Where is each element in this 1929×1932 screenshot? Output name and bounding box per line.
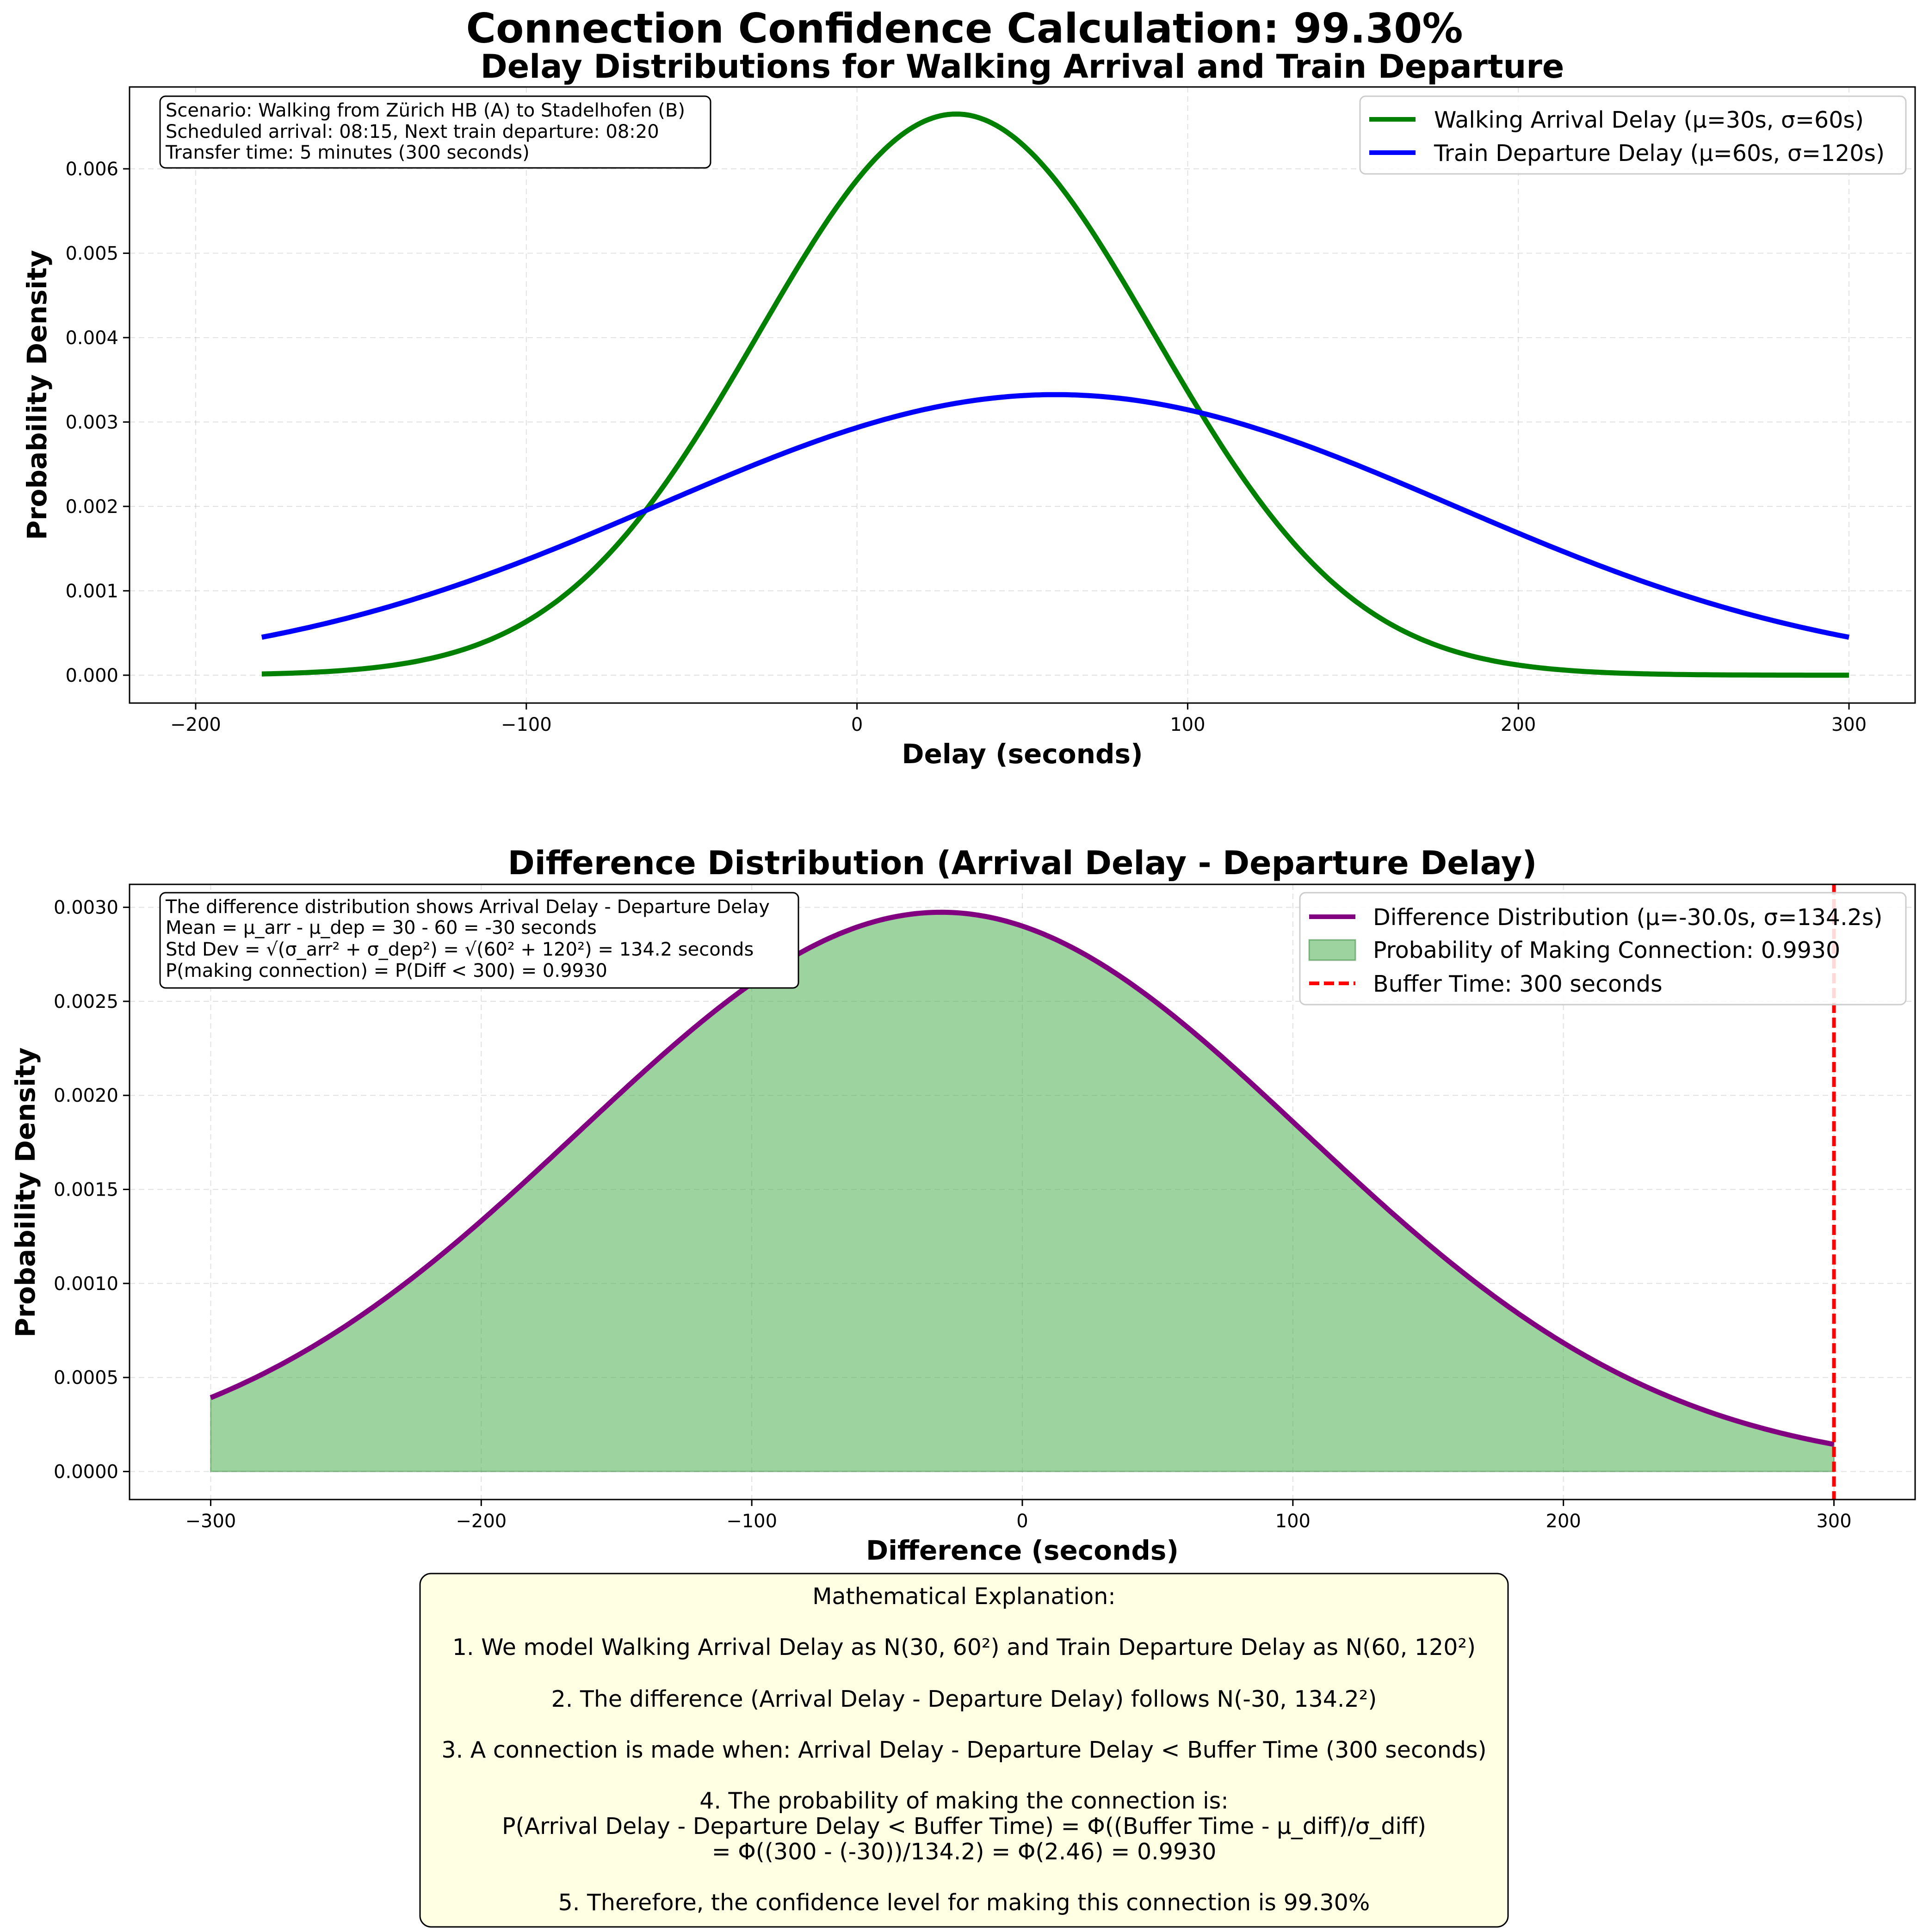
chart-2-x-label: Difference (seconds) — [866, 1535, 1179, 1566]
y-tick-label: 0.001 — [65, 580, 118, 602]
chart-1-legend: Walking Arrival Delay (μ=30s, σ=60s) Tra… — [1359, 95, 1907, 175]
legend-label-walking: Walking Arrival Delay (μ=30s, σ=60s) — [1434, 107, 1864, 133]
x-tick-label: 100 — [1170, 714, 1205, 735]
chart-1-info-line: Scheduled arrival: 08:15, Next train dep… — [166, 121, 659, 142]
chart-2: Difference Distribution (Arrival Delay -… — [10, 844, 1916, 1566]
series-line — [261, 111, 1849, 678]
chart-1-grid — [130, 87, 1915, 703]
y-tick-label: 0.0010 — [54, 1273, 118, 1295]
legend-label-difference: Difference Distribution (μ=-30.0s, σ=134… — [1373, 904, 1882, 931]
chart-1-y-ticks: 0.000 0.001 0.002 0.003 0.004 0.005 0.006 — [65, 159, 130, 686]
x-tick-label: 200 — [1501, 714, 1536, 735]
y-tick-label: 0.006 — [65, 159, 118, 180]
x-tick-label: −200 — [456, 1511, 507, 1532]
explanation-line: 4. The probability of making the connect… — [699, 1788, 1229, 1814]
x-tick-label: −100 — [726, 1511, 777, 1532]
chart-2-y-label: Probability Density — [10, 1047, 41, 1337]
y-tick-label: 0.0030 — [54, 897, 118, 919]
chart-2-curves — [210, 884, 1836, 1500]
x-tick-label: 300 — [1816, 1511, 1851, 1532]
explanation-line: Mathematical Explanation: — [812, 1583, 1116, 1610]
y-tick-label: 0.002 — [65, 496, 118, 518]
y-tick-label: 0.000 — [65, 665, 118, 686]
chart-2-info-line: Mean = μ_arr - μ_dep = 30 - 60 = -30 sec… — [166, 917, 597, 938]
chart-2-title: Difference Distribution (Arrival Delay -… — [508, 844, 1537, 882]
y-tick-label: 0.0000 — [54, 1461, 118, 1482]
chart-2-info-line: P(making connection) = P(Diff < 300) = 0… — [166, 960, 607, 981]
chart-1-curves — [261, 111, 1850, 678]
y-tick-label: 0.004 — [65, 327, 118, 349]
chart-2-info-line: The difference distribution shows Arriva… — [165, 896, 770, 918]
x-tick-label: 0 — [851, 714, 863, 735]
x-tick-label: 300 — [1831, 714, 1867, 735]
chart-2-y-ticks: 0.0000 0.0005 0.0010 0.0015 0.0020 0.0025 0.00… — [54, 897, 130, 1482]
explanation-line: 2. The difference (Arrival Delay - Depar… — [551, 1686, 1377, 1712]
chart-2-legend: Difference Distribution (μ=-30.0s, σ=134… — [1299, 892, 1907, 1006]
chart-2-info-box — [159, 892, 799, 989]
chart-1-x-label: Delay (seconds) — [902, 738, 1143, 770]
x-tick-label: −100 — [501, 714, 552, 735]
y-tick-label: 0.003 — [65, 412, 118, 433]
chart-2-info-line: Std Dev = √(σ_arr² + σ_dep²) = √(60² + 1… — [166, 939, 754, 960]
chart-1-x-ticks: −200 −100 0 100 200 300 — [170, 703, 1867, 735]
y-tick-label: 0.0025 — [54, 991, 118, 1012]
y-tick-label: 0.0005 — [54, 1367, 118, 1389]
legend-label-buffer: Buffer Time: 300 seconds — [1373, 971, 1663, 997]
chart-2-x-ticks: −300 −200 −100 0 100 200 300 — [185, 1500, 1852, 1532]
y-tick-label: 0.0020 — [54, 1085, 118, 1106]
figure-title: Connection Confidence Calculation: 99.30… — [466, 5, 1463, 52]
y-tick-label: 0.005 — [65, 243, 118, 264]
chart-1-info-line: Scenario: Walking from Zürich HB (A) to … — [166, 100, 685, 121]
legend-swatch-probability — [1308, 939, 1356, 961]
chart-1-info-line: Transfer time: 5 minutes (300 seconds) — [165, 142, 530, 163]
explanation-box: Mathematical Explanation: 1. We model Wa… — [419, 1573, 1509, 1928]
chart-1-frame — [129, 86, 1916, 704]
y-tick-label: 0.0015 — [54, 1179, 118, 1201]
legend-label-probability: Probability of Making Connection: 0.9930 — [1373, 937, 1840, 963]
chart-1-y-label: Probability Density — [21, 250, 53, 540]
explanation-line: 1. We model Walking Arrival Delay as N(3… — [452, 1634, 1476, 1660]
x-tick-label: −200 — [170, 714, 221, 735]
series-line — [210, 909, 1835, 1447]
x-tick-label: 100 — [1275, 1511, 1311, 1532]
series-line — [261, 392, 1850, 640]
explanation-line: 3. A connection is made when: Arrival De… — [441, 1737, 1486, 1763]
chart-1-info-box — [159, 95, 711, 169]
legend-label-train: Train Departure Delay (μ=60s, σ=120s) — [1434, 140, 1885, 167]
explanation-line: 5. Therefore, the confidence level for m… — [558, 1889, 1370, 1916]
explanation-line: = Φ((300 - (-30))/134.2) = Φ(2.46) = 0.9… — [712, 1839, 1217, 1865]
x-tick-label: −300 — [185, 1511, 236, 1532]
x-tick-label: 0 — [1016, 1511, 1028, 1532]
chart-1-title: Delay Distributions for Walking Arrival … — [481, 48, 1564, 86]
x-tick-label: 200 — [1546, 1511, 1581, 1532]
chart-1: Delay Distributions for Walking Arrival … — [21, 48, 1916, 770]
explanation-line: P(Arrival Delay - Departure Delay < Buff… — [502, 1813, 1426, 1839]
